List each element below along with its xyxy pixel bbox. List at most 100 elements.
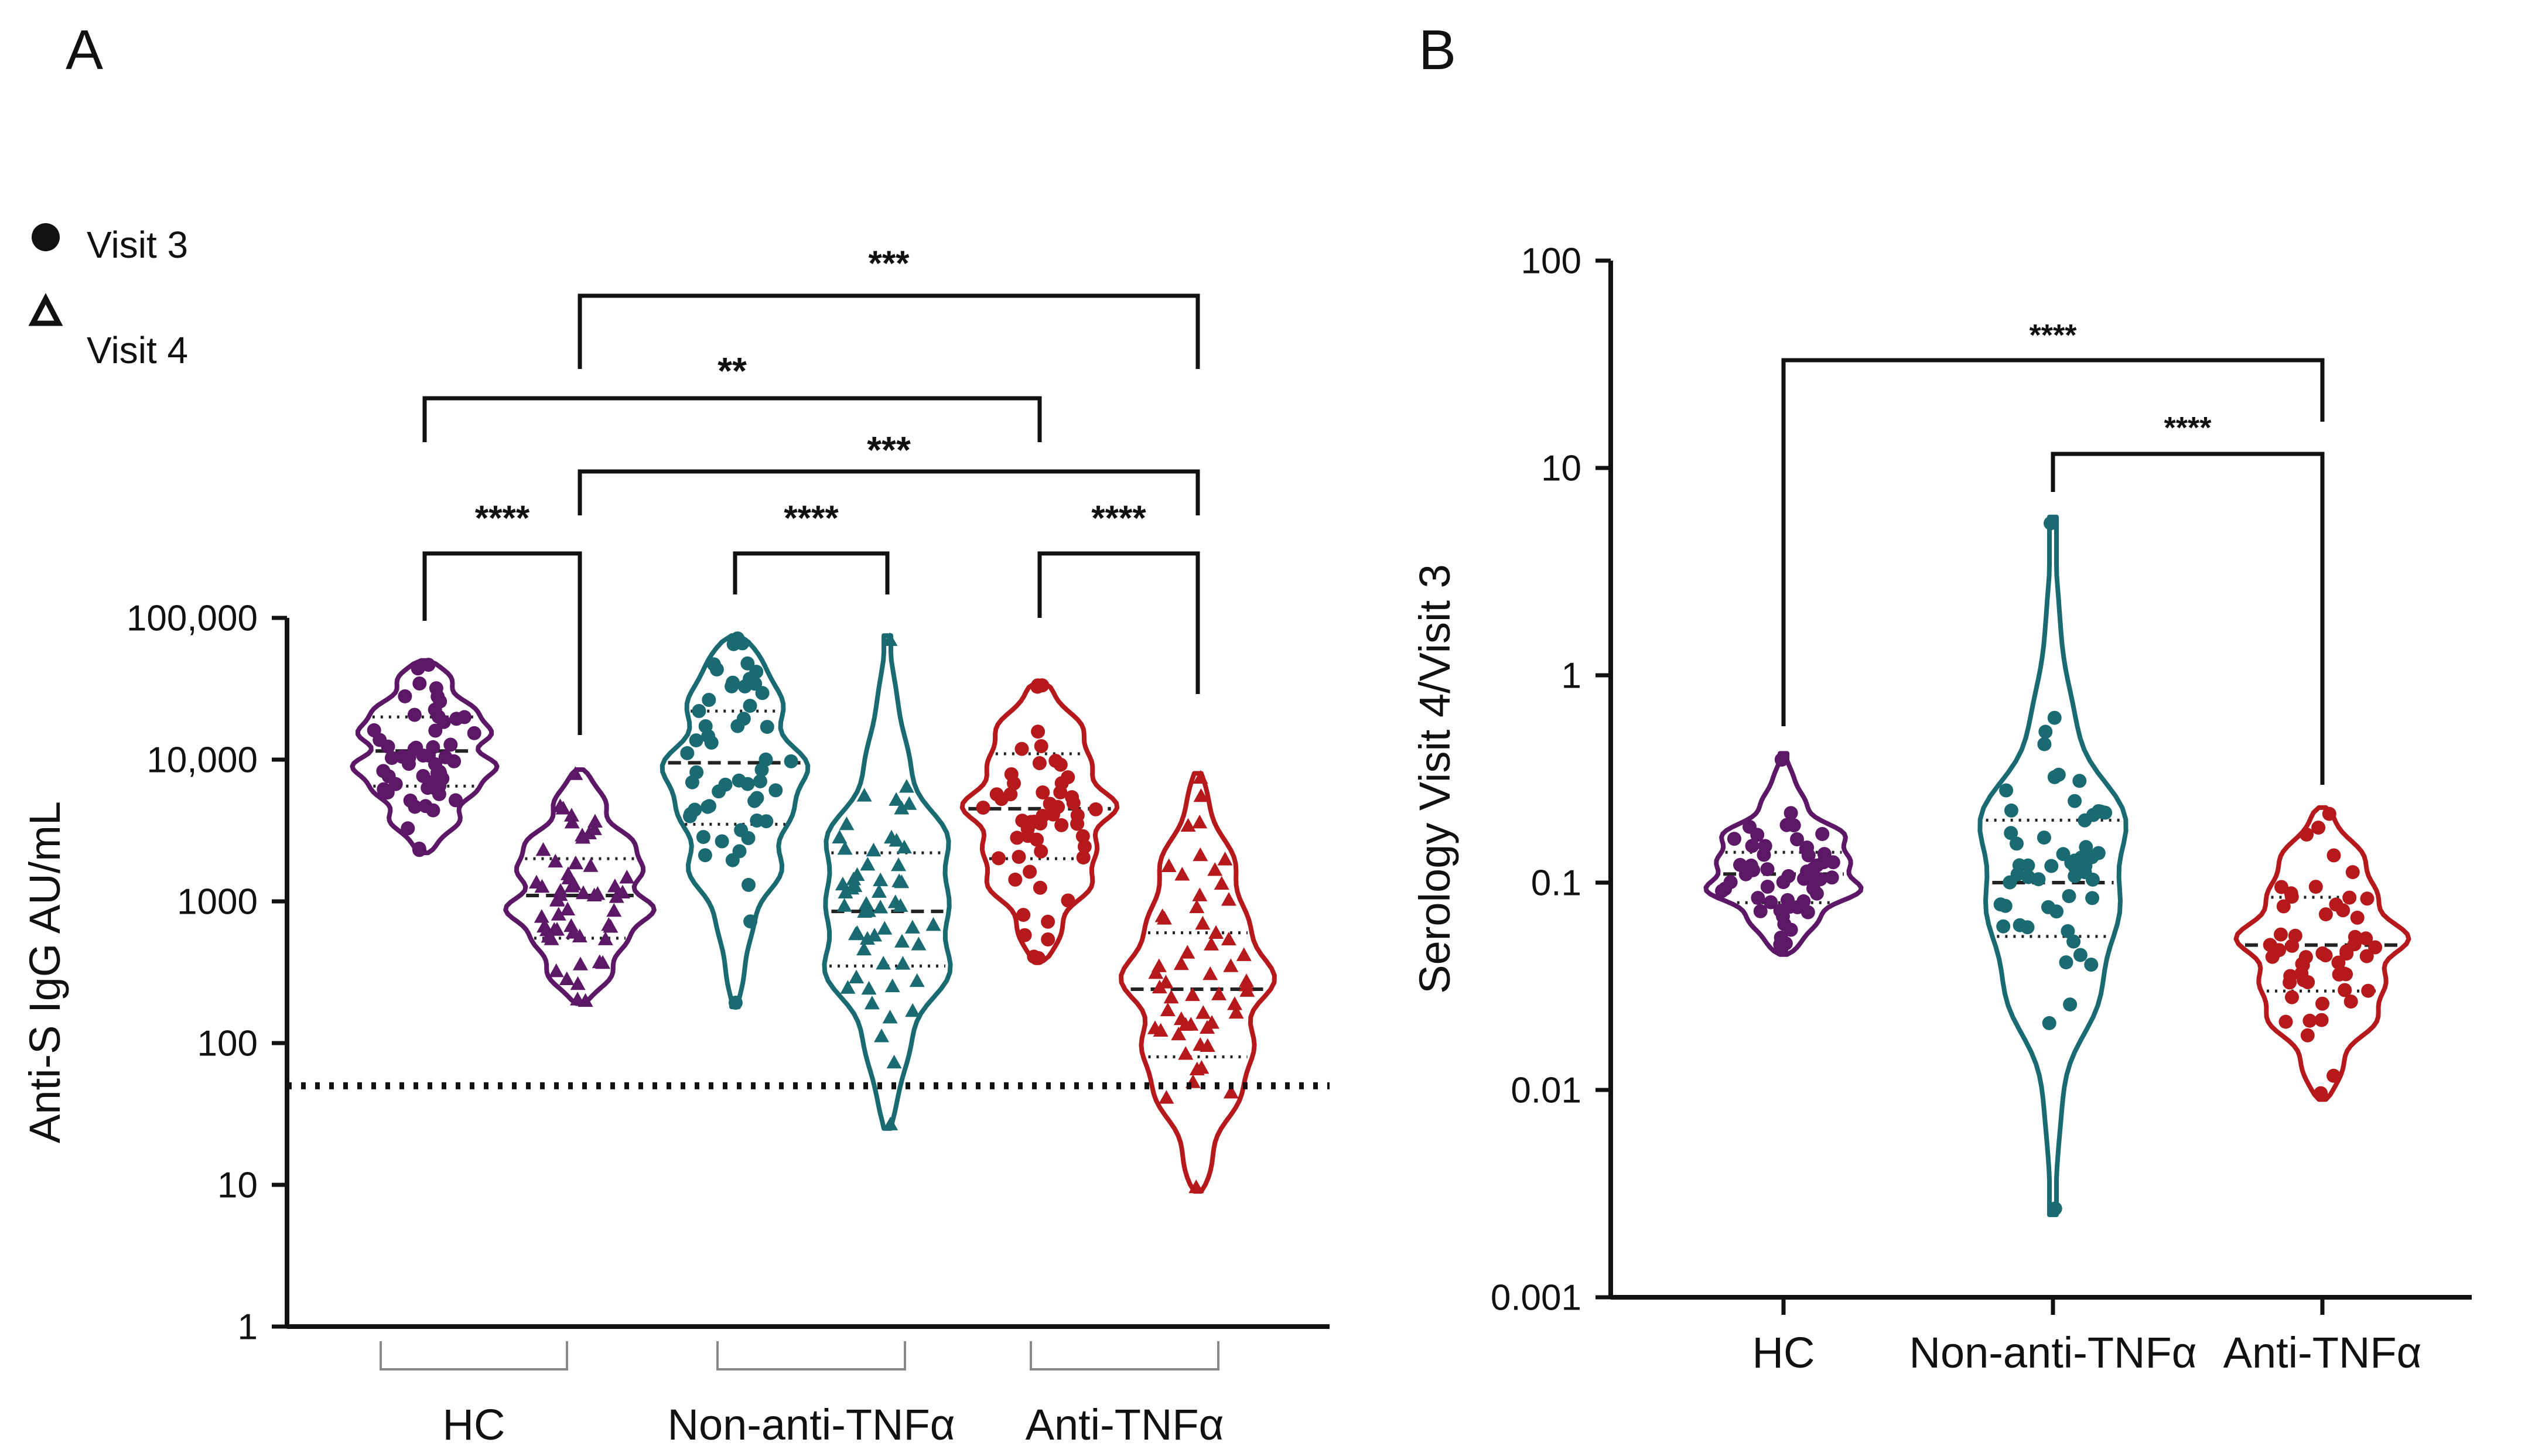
anti-tnfa-visit-4-point bbox=[1195, 915, 1211, 930]
non-anti-tnfa-visit-4-point bbox=[838, 884, 853, 899]
ratio-anti-tnfa-point bbox=[2285, 938, 2300, 953]
anti-tnfa-visit-3-point bbox=[1041, 914, 1055, 929]
hc-visit-4-point bbox=[559, 971, 575, 985]
y-tick-label: 10,000 bbox=[146, 740, 258, 781]
y-tick-label: 0.001 bbox=[1491, 1278, 1581, 1318]
ratio-hc-point bbox=[1784, 806, 1798, 821]
ratio-hc-point bbox=[1764, 895, 1778, 910]
anti-tnfa-visit-4-point bbox=[1192, 814, 1208, 829]
non-anti-tnfa-visit-4-point bbox=[839, 816, 855, 830]
hc-visit-3-point bbox=[416, 748, 431, 763]
ratio-anti-tnfa-point bbox=[2348, 929, 2362, 944]
panel-b-y-axis-label: Serology Visit 4/Visit 3 bbox=[1410, 564, 1459, 994]
anti-tnfa-visit-4-point bbox=[1193, 770, 1208, 784]
panel-b-chart: 0.001 0.01 0.1 1 10 100 **** **** HC Non-anti-T… bbox=[1410, 241, 2472, 1377]
hc-visit-4-point bbox=[587, 814, 603, 828]
non-anti-tnfa-visit-4-point bbox=[871, 884, 887, 898]
anti-tnfa-visit-3-point bbox=[1061, 770, 1075, 785]
group-bracket bbox=[1030, 1341, 1219, 1370]
ratio-anti-tnfa-point bbox=[2326, 1068, 2341, 1083]
hc-visit-4-point bbox=[528, 874, 544, 889]
non-anti-tnfa-visit-3-point bbox=[753, 774, 767, 788]
ratio-hc-point bbox=[1760, 880, 1775, 894]
ratio-anti-tnfa-point bbox=[2359, 949, 2374, 963]
significance-label: ** bbox=[718, 350, 747, 392]
non-anti-tnfa-visit-3-point bbox=[784, 754, 798, 768]
anti-tnfa-visit-4-point bbox=[1223, 958, 1239, 972]
hc-visit-4-point bbox=[614, 884, 630, 899]
anti-tnfa-visit-3-point bbox=[1014, 741, 1029, 756]
hc-visit-4-point bbox=[563, 918, 579, 932]
anti-tnfa-visit-4-point bbox=[1204, 937, 1219, 951]
non-anti-tnfa-visit-3-point bbox=[689, 733, 703, 748]
hc-visit-4-point bbox=[603, 919, 619, 933]
significance-bracket bbox=[578, 293, 1200, 369]
non-anti-tnfa-visit-4-point bbox=[882, 632, 898, 646]
non-anti-tnfa-visit-3-point bbox=[698, 848, 712, 863]
y-tick-label: 1 bbox=[238, 1307, 258, 1348]
hc-visit-3-point bbox=[416, 769, 431, 783]
hc-visit-4-point bbox=[563, 808, 579, 822]
non-anti-tnfa-visit-3-point bbox=[726, 637, 741, 651]
ratio-non-anti-tnfa-point bbox=[2047, 770, 2062, 784]
non-anti-tnfa-visit-4-point bbox=[889, 792, 904, 806]
hc-visit-4-point bbox=[572, 956, 588, 970]
anti-tnfa-visit-3-point bbox=[1004, 767, 1019, 781]
significance-label: *** bbox=[868, 244, 910, 283]
ratio-anti-tnfa-point bbox=[2314, 1013, 2329, 1027]
ratio-hc-point bbox=[1727, 832, 1741, 846]
ratio-hc-point bbox=[1776, 875, 1791, 890]
anti-tnfa-visit-4-point bbox=[1211, 986, 1227, 1000]
non-anti-tnfa-visit-3-point bbox=[768, 783, 783, 798]
non-anti-tnfa-visit-4-point bbox=[896, 839, 912, 854]
anti-tnfa-visit-3-point bbox=[1016, 908, 1031, 922]
anti-tnfa-visit-3-point bbox=[1033, 880, 1047, 895]
ratio-hc-point bbox=[1774, 931, 1788, 945]
hc-visit-4-point bbox=[552, 798, 568, 812]
ratio-non-anti-tnfa-point bbox=[2085, 891, 2100, 905]
hc-visit-3-point bbox=[431, 689, 445, 704]
anti-tnfa-visit-3-point bbox=[1053, 757, 1068, 772]
anti-tnfa-visit-3-point bbox=[991, 851, 1006, 866]
significance-label: **** bbox=[475, 498, 530, 538]
non-anti-tnfa-visit-4-point bbox=[901, 796, 917, 810]
ratio-anti-tnfa-point bbox=[2343, 994, 2358, 1009]
anti-tnfa-visit-4-point bbox=[1180, 818, 1196, 832]
hc-visit-3-point bbox=[428, 723, 443, 738]
hc-visit-4-point bbox=[568, 766, 583, 780]
hc-visit-3-point bbox=[431, 709, 446, 724]
ratio-non-anti-tnfa-point bbox=[2042, 1016, 2056, 1030]
hc-visit-4-point bbox=[592, 954, 607, 968]
non-anti-tnfa-visit-4-point bbox=[874, 1028, 890, 1043]
hc-visit-3-point bbox=[411, 661, 425, 676]
legend-visit3-label: Visit 3 bbox=[87, 224, 188, 266]
significance-label: **** bbox=[2030, 319, 2078, 353]
anti-tnfa-visit-3-point bbox=[1077, 839, 1092, 854]
non-anti-tnfa-visit-3-point bbox=[743, 699, 757, 713]
ratio-non-anti-tnfa-point bbox=[2047, 710, 2062, 725]
group-bracket bbox=[380, 1341, 568, 1370]
hc-visit-4-point bbox=[583, 858, 599, 872]
anti-tnfa-visit-4-point bbox=[1239, 977, 1255, 992]
legend: Visit 3 Visit 4 bbox=[28, 223, 188, 371]
non-anti-tnfa-visit-4-point bbox=[873, 872, 889, 887]
hc-visit-4-point bbox=[606, 903, 622, 917]
ratio-anti-tnfa-point bbox=[2360, 891, 2375, 906]
panel-label-a: A bbox=[66, 19, 103, 81]
non-anti-tnfa-visit-4-point bbox=[849, 969, 865, 984]
anti-tnfa-visit-4-point bbox=[1171, 1026, 1187, 1041]
anti-tnfa-visit-3-point bbox=[1034, 844, 1048, 859]
anti-tnfa-visit-3-point bbox=[1041, 932, 1055, 946]
ratio-non-anti-tnfa-point bbox=[1993, 897, 2008, 912]
anti-tnfa-visit-4-point bbox=[1159, 1090, 1174, 1104]
ratio-non-anti-tnfa-point bbox=[2031, 872, 2046, 887]
anti-tnfa-visit-4-point bbox=[1147, 1020, 1163, 1034]
non-anti-tnfa-visit-3-point bbox=[730, 719, 745, 733]
ratio-hc-point bbox=[1826, 855, 1840, 870]
hc-visit-4-point bbox=[570, 976, 586, 990]
anti-tnfa-visit-4-point bbox=[1223, 1085, 1239, 1099]
non-anti-tnfa-visit-4-point bbox=[891, 857, 907, 871]
y-tick-label: 0.1 bbox=[1531, 863, 1581, 904]
non-anti-tnfa-visit-4-point bbox=[925, 917, 941, 931]
anti-tnfa-visit-3-point bbox=[1031, 951, 1046, 965]
